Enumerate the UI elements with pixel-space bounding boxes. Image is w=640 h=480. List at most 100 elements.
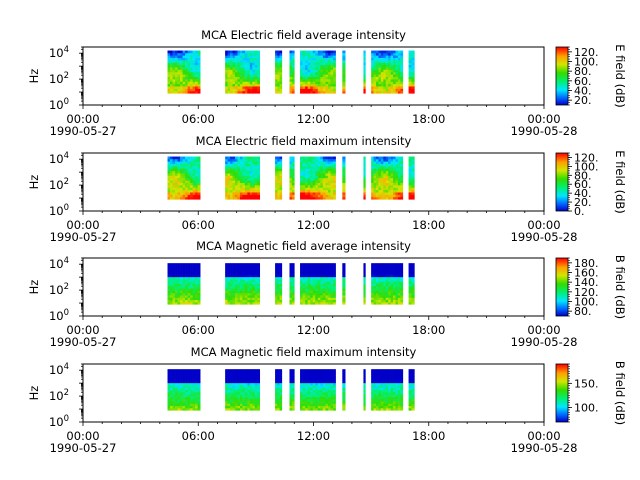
spectrogram-cell bbox=[342, 279, 346, 282]
spectrogram-cell bbox=[322, 64, 326, 68]
spectrogram-cell bbox=[172, 71, 176, 75]
spectrogram-cell bbox=[302, 392, 306, 395]
spectrogram-cell bbox=[373, 382, 377, 386]
spectrogram-cell bbox=[395, 57, 399, 61]
spectrogram-cell bbox=[175, 369, 178, 372]
spectrogram-cell bbox=[312, 57, 316, 61]
spectrogram-cell bbox=[312, 279, 316, 282]
spectrogram-cell bbox=[305, 371, 308, 375]
spectrogram-cell bbox=[187, 192, 191, 195]
spectrogram-cell bbox=[312, 185, 316, 188]
spectrogram-cell bbox=[291, 270, 295, 273]
spectrogram-cell bbox=[257, 405, 261, 409]
spectrogram-cell bbox=[247, 83, 251, 87]
spectrogram-cell bbox=[307, 302, 311, 305]
spectrogram-cell bbox=[327, 182, 331, 186]
spectrogram-cell bbox=[378, 371, 382, 375]
spectrogram-cell bbox=[242, 382, 246, 386]
spectrogram-cell bbox=[395, 408, 399, 411]
spectrogram-cell bbox=[383, 387, 387, 391]
spectrogram-cell bbox=[325, 398, 329, 402]
spectrogram-cell bbox=[235, 170, 238, 174]
spectrogram-cell bbox=[393, 389, 396, 393]
spectrogram-cell bbox=[230, 161, 233, 164]
spectrogram-cell bbox=[305, 389, 308, 393]
spectrogram-cell bbox=[254, 382, 258, 386]
spectrogram-cell bbox=[317, 170, 321, 174]
spectrogram-cell bbox=[327, 173, 331, 176]
spectrogram-cell bbox=[320, 185, 324, 188]
spectrogram-cell bbox=[385, 376, 389, 379]
spectrogram-cell bbox=[195, 57, 198, 61]
spectrogram-cell bbox=[378, 272, 382, 275]
spectrogram-cell bbox=[175, 283, 178, 287]
spectrogram-cell bbox=[300, 64, 303, 68]
spectrogram-cell bbox=[373, 196, 377, 200]
spectrogram-cell bbox=[380, 302, 384, 305]
spectrogram-cell bbox=[277, 50, 280, 54]
spectrogram-cell bbox=[376, 90, 379, 94]
spectrogram-cell bbox=[192, 408, 196, 411]
spectrogram-cell bbox=[317, 161, 321, 164]
spectrogram-cell bbox=[235, 156, 238, 160]
spectrogram-cell bbox=[190, 288, 193, 291]
spectrogram-cell bbox=[385, 405, 389, 409]
spectrogram-cell bbox=[195, 83, 198, 87]
spectrogram-cell bbox=[330, 292, 334, 296]
spectrogram-cell bbox=[408, 57, 412, 61]
spectrogram-cell bbox=[177, 396, 181, 400]
spectrogram-cell bbox=[411, 394, 415, 397]
spectrogram-cell bbox=[383, 175, 387, 179]
spectrogram-cell bbox=[371, 187, 374, 191]
spectrogram-cell bbox=[289, 398, 293, 402]
spectrogram-cell bbox=[277, 57, 280, 61]
spectrogram-cell bbox=[239, 62, 243, 66]
spectrogram-cell bbox=[230, 369, 233, 372]
spectrogram-cell bbox=[252, 392, 256, 395]
spectrogram-cell bbox=[397, 281, 401, 285]
spectrogram-cell bbox=[307, 274, 311, 278]
spectrogram-cell bbox=[305, 173, 308, 176]
spectrogram-cell bbox=[385, 170, 389, 174]
spectrogram-cell bbox=[395, 192, 399, 195]
spectrogram-cell bbox=[177, 297, 181, 301]
spectrogram-cell bbox=[325, 290, 329, 294]
spectrogram-cell bbox=[237, 88, 241, 92]
spectrogram-cell bbox=[195, 52, 198, 56]
spectrogram-cell bbox=[400, 292, 404, 296]
spectrogram-cell bbox=[342, 290, 346, 294]
spectrogram-cell bbox=[289, 276, 293, 280]
spectrogram-cell bbox=[395, 265, 399, 269]
spectrogram-cell bbox=[167, 62, 171, 66]
spectrogram-cell bbox=[373, 173, 377, 176]
spectrogram-cell bbox=[252, 76, 256, 80]
spectrogram-cell bbox=[312, 74, 316, 77]
spectrogram-cell bbox=[325, 52, 329, 56]
spectrogram-cell bbox=[327, 52, 331, 56]
spectrogram-cell bbox=[393, 177, 396, 181]
spectrogram-cell bbox=[227, 163, 231, 167]
spectrogram-cell bbox=[400, 380, 404, 384]
spectrogram-cell bbox=[400, 180, 404, 183]
spectrogram-cell bbox=[378, 57, 382, 61]
spectrogram-cell bbox=[187, 378, 191, 381]
spectrogram-cell bbox=[383, 76, 387, 80]
spectrogram-cell bbox=[180, 64, 183, 68]
spectrogram-cell bbox=[315, 161, 319, 164]
spectrogram-cell bbox=[363, 156, 366, 160]
spectrogram-cell bbox=[378, 192, 382, 195]
spectrogram-cell bbox=[230, 189, 233, 193]
spectrogram-cell bbox=[177, 398, 181, 402]
spectrogram-cell bbox=[390, 265, 394, 269]
spectrogram-cell bbox=[239, 283, 243, 287]
spectrogram-cell bbox=[279, 194, 283, 198]
spectrogram-cell bbox=[320, 170, 324, 174]
spectrogram-cell bbox=[378, 64, 382, 68]
spectrogram-cell bbox=[177, 387, 181, 391]
spectrogram-cell bbox=[239, 378, 243, 381]
spectrogram-cell bbox=[190, 177, 193, 181]
spectrogram-cell bbox=[232, 76, 236, 80]
spectrogram-cell bbox=[342, 166, 346, 169]
spectrogram-cell bbox=[185, 369, 188, 372]
spectrogram-cell bbox=[322, 288, 326, 291]
